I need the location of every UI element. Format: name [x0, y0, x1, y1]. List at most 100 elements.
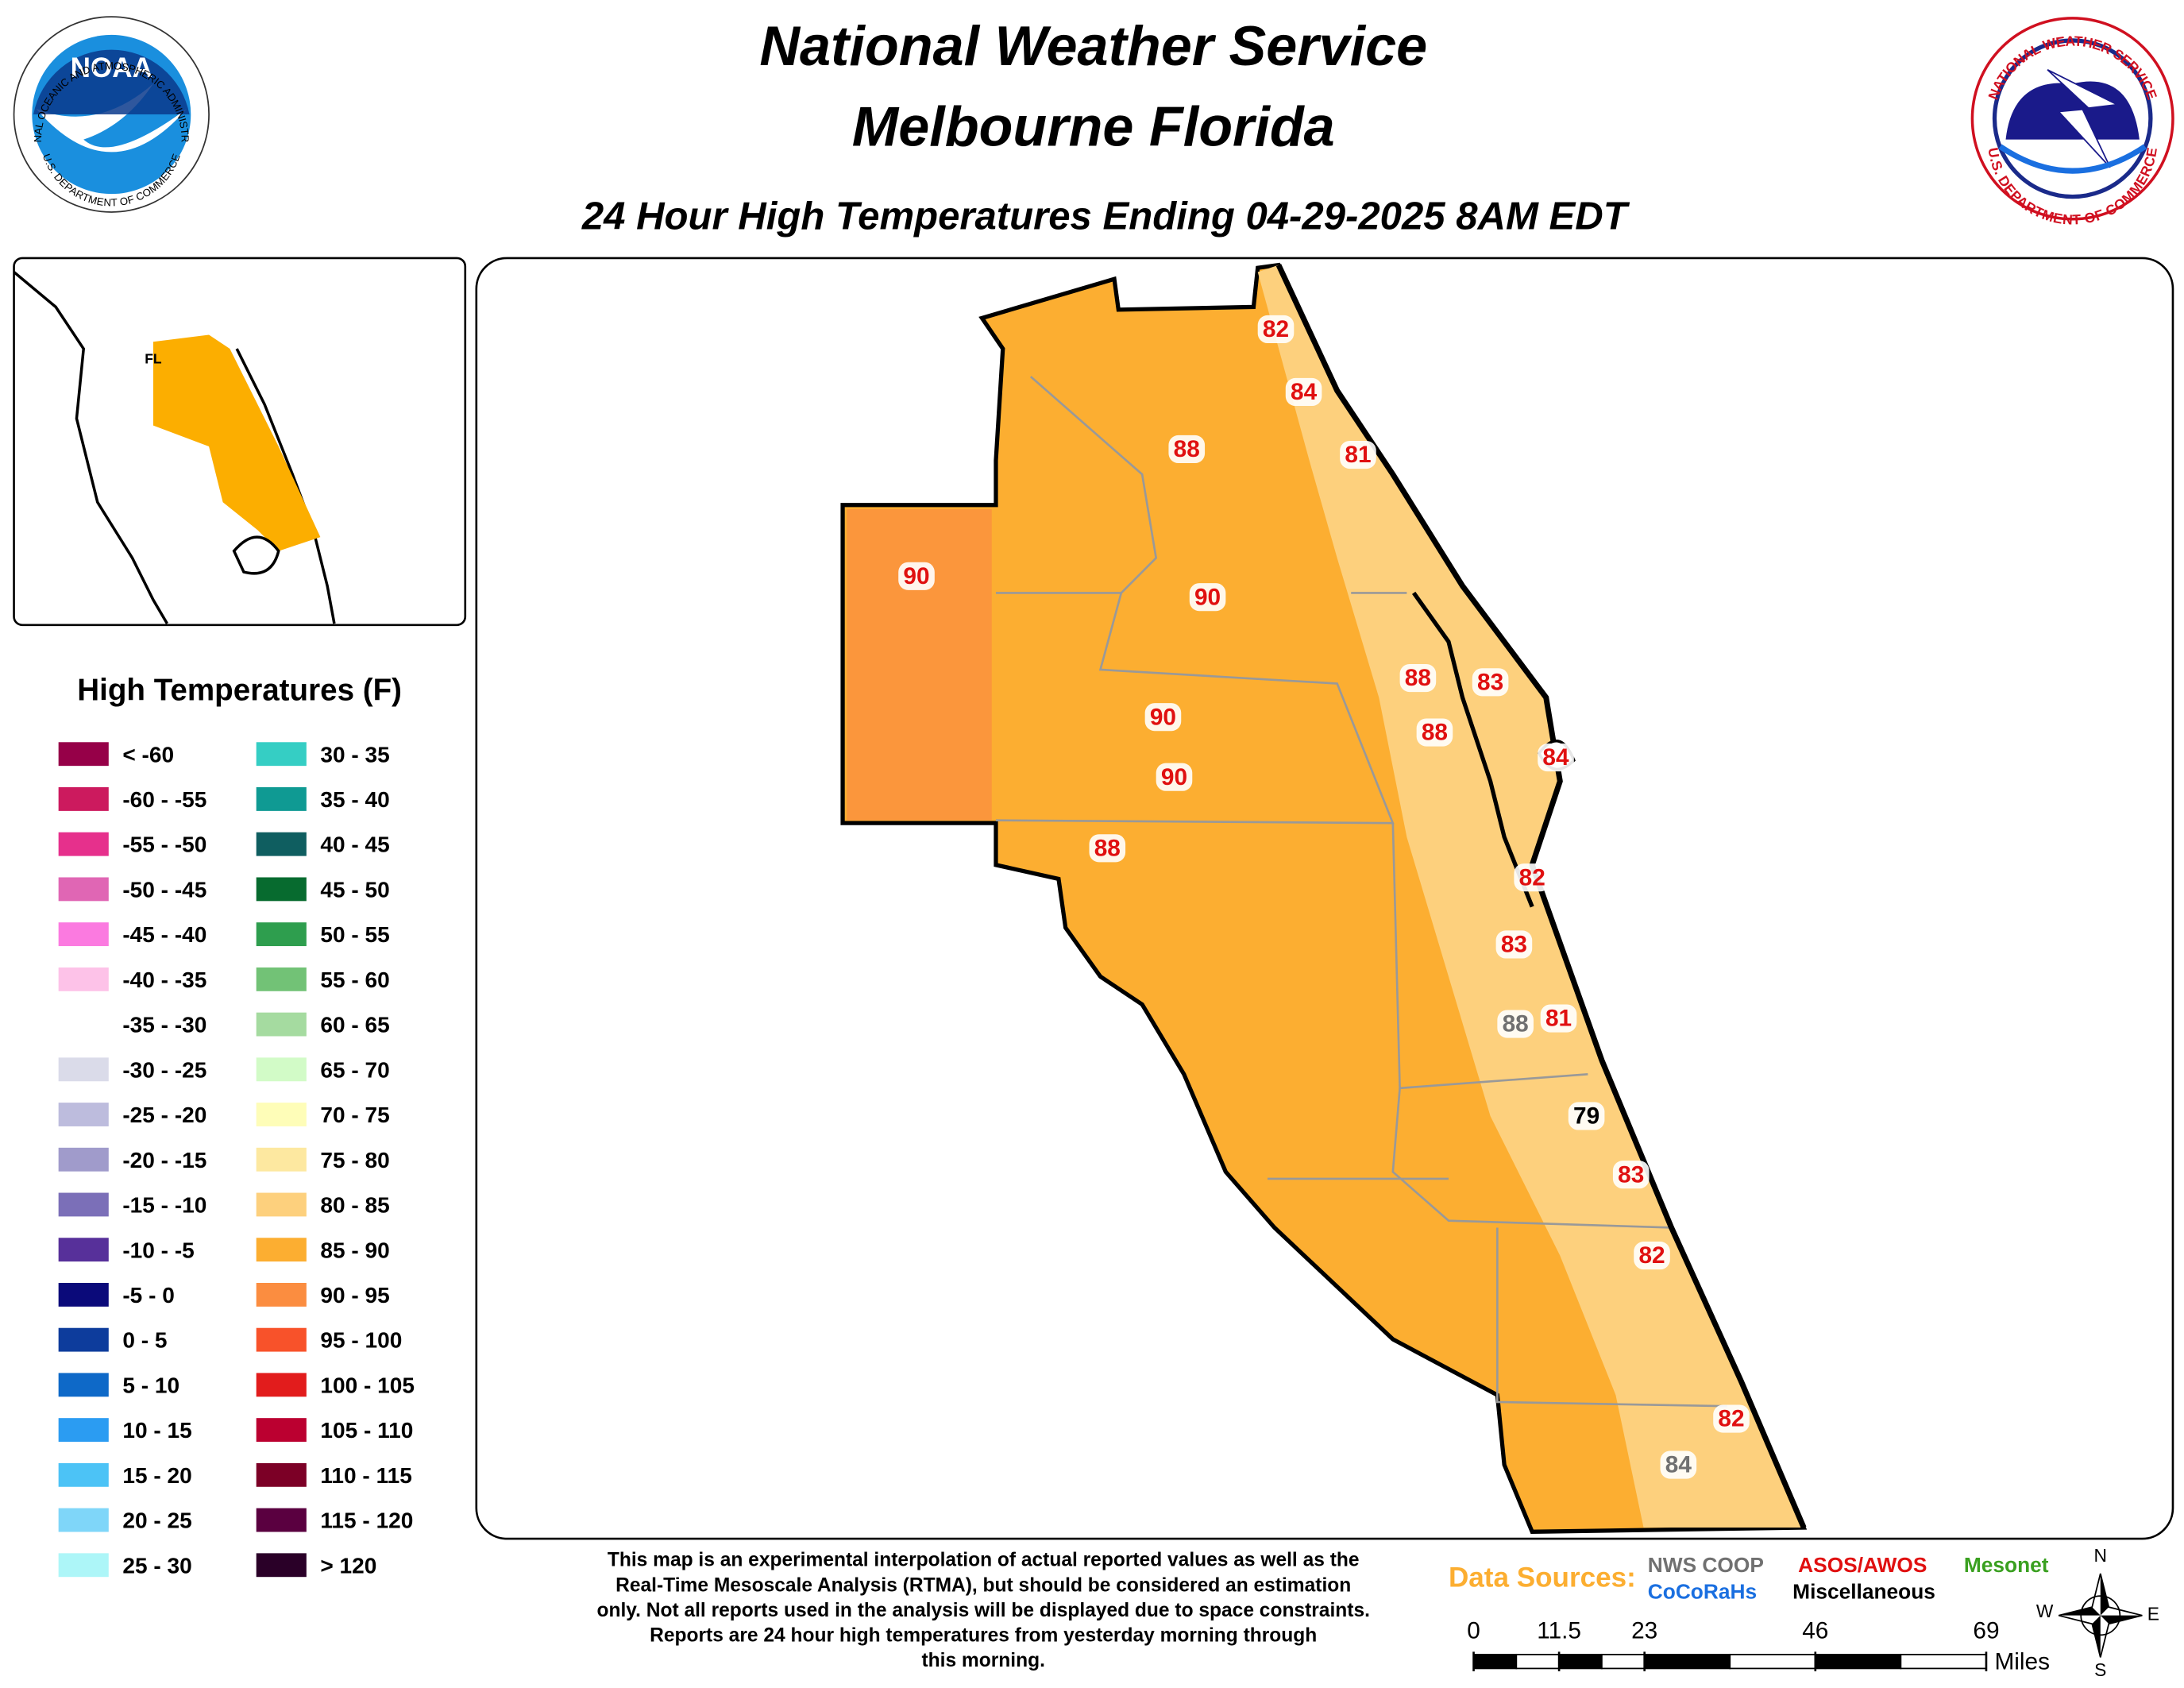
legend-label: -60 - -55 — [122, 787, 206, 812]
legend-swatch — [58, 1508, 109, 1532]
legend-label: -40 - -35 — [122, 968, 206, 992]
legend-label: 80 - 85 — [320, 1193, 389, 1218]
stations: 82 84 81 88 90 90 88 83 88 90 84 90 88 82 83 88 81 79 83 82… — [898, 315, 1750, 1479]
scale-segment — [1472, 1653, 1518, 1670]
legend-swatch — [58, 1012, 109, 1037]
legend-swatch — [58, 1418, 109, 1443]
legend-swatch — [58, 1103, 109, 1126]
legend-title: High Temperatures (F) — [77, 673, 402, 707]
scale-label: 46 — [1802, 1618, 1828, 1644]
legend-swatch — [256, 877, 307, 902]
legend-swatch — [256, 1012, 307, 1037]
station-box — [1189, 583, 1226, 612]
data-source: Miscellaneous — [1792, 1580, 1935, 1604]
station-value: 88 — [1405, 665, 1431, 691]
legend-label: > 120 — [320, 1553, 376, 1578]
legend-swatch — [58, 922, 109, 947]
compass-s: S — [2094, 1659, 2106, 1680]
legend-swatch — [58, 1283, 109, 1307]
station-value: 90 — [1194, 584, 1221, 610]
legend-label: 70 - 75 — [320, 1103, 389, 1127]
scale-label: 11.5 — [1537, 1618, 1581, 1644]
station-value: 82 — [1519, 864, 1545, 890]
station-box — [1144, 703, 1182, 732]
legend-label: 100 - 105 — [320, 1373, 415, 1397]
station-box — [1495, 930, 1533, 959]
nws-logo: NATIONAL WEATHER SERVICE U.S. DEPARTMENT… — [1970, 17, 2174, 227]
scale-label: 69 — [1973, 1618, 1999, 1644]
legend: < -60 -60 - -55 -55 - -50 -50 - -45 -45 - -4… — [58, 742, 415, 1578]
legend-swatch — [58, 1238, 109, 1262]
legend-swatch — [256, 1103, 307, 1126]
legend-label: -50 - -45 — [122, 877, 206, 902]
legend-label: 50 - 55 — [320, 922, 389, 947]
scale-segment — [1601, 1653, 1646, 1670]
legend-swatch — [58, 787, 109, 811]
legend-label: 30 - 35 — [320, 742, 389, 767]
footnote-line: this morning. — [921, 1650, 1044, 1671]
legend-swatch — [256, 742, 307, 767]
station-value: 88 — [1174, 436, 1200, 462]
legend-swatch — [256, 832, 307, 856]
station-box — [1340, 440, 1376, 469]
station-box — [1497, 1010, 1534, 1038]
title: Melbourne Florida — [852, 95, 1335, 158]
legend-swatch — [256, 1373, 307, 1397]
legend-swatch — [58, 877, 109, 902]
legend-swatch — [58, 1147, 109, 1172]
legend-label: 90 - 95 — [320, 1283, 389, 1308]
compass-n: N — [2094, 1545, 2107, 1566]
station-box — [1089, 834, 1126, 863]
legend-label: -45 - -40 — [122, 922, 206, 947]
station-value: 79 — [1573, 1103, 1599, 1130]
station-value: 82 — [1718, 1406, 1744, 1432]
station-box — [1257, 315, 1295, 344]
station-box — [1472, 668, 1509, 697]
legend-swatch — [256, 1462, 307, 1487]
legend-label: 25 - 30 — [122, 1553, 191, 1578]
legend-swatch — [58, 1373, 109, 1397]
scale-segment — [1515, 1653, 1560, 1670]
legend-swatch — [256, 1553, 307, 1578]
legend-label: 15 - 20 — [122, 1463, 191, 1488]
compass-w: W — [2036, 1601, 2054, 1621]
inset-label: FL — [145, 351, 162, 367]
legend-label: 20 - 25 — [122, 1508, 191, 1533]
scale-bar: 0 11.5 23 46 69 — [1467, 1618, 2000, 1671]
legend-label: < -60 — [122, 742, 174, 767]
station-box — [1399, 663, 1437, 693]
legend-label: -5 - 0 — [122, 1283, 175, 1308]
scale-segment — [1900, 1653, 1987, 1670]
subtitle: 24 Hour High Temperatures Ending 04-29-2… — [581, 195, 1630, 238]
legend-label: 65 - 70 — [320, 1057, 389, 1082]
station-value: 84 — [1542, 744, 1569, 771]
legend-label: 95 - 100 — [320, 1328, 402, 1353]
legend-swatch — [256, 1147, 307, 1172]
legend-label: -35 - -30 — [122, 1013, 206, 1037]
legend-label: 35 - 40 — [320, 787, 389, 812]
legend-label: 10 - 15 — [122, 1418, 191, 1443]
data-source: Mesonet — [1964, 1553, 2049, 1577]
station-box — [1285, 377, 1322, 407]
footnote-line: This map is an experimental interpolatio… — [608, 1550, 1360, 1571]
station-box — [1713, 1404, 1750, 1433]
legend-swatch — [256, 967, 307, 991]
legend-swatch — [256, 922, 307, 947]
station-value: 81 — [1545, 1006, 1572, 1032]
legend-label: 85 - 90 — [320, 1238, 389, 1262]
legend-label: 60 - 65 — [320, 1013, 389, 1037]
footnote: This map is an experimental interpolatio… — [596, 1550, 1369, 1671]
legend-swatch — [58, 1553, 109, 1578]
station-value: 88 — [1422, 720, 1448, 746]
legend-label: -20 - -15 — [122, 1148, 206, 1172]
legend-swatch — [256, 787, 307, 811]
legend-swatch — [58, 1462, 109, 1487]
legend-label: -25 - -20 — [122, 1103, 206, 1127]
station-box — [1168, 435, 1206, 464]
legend-label: -15 - -10 — [122, 1193, 206, 1218]
station-box — [1156, 763, 1193, 791]
legend-label: 45 - 50 — [320, 877, 389, 902]
footnote-line: Reports are 24 hour high temperatures fr… — [650, 1624, 1317, 1646]
legend-swatch — [58, 832, 109, 856]
title: National Weather Service — [759, 14, 1427, 77]
